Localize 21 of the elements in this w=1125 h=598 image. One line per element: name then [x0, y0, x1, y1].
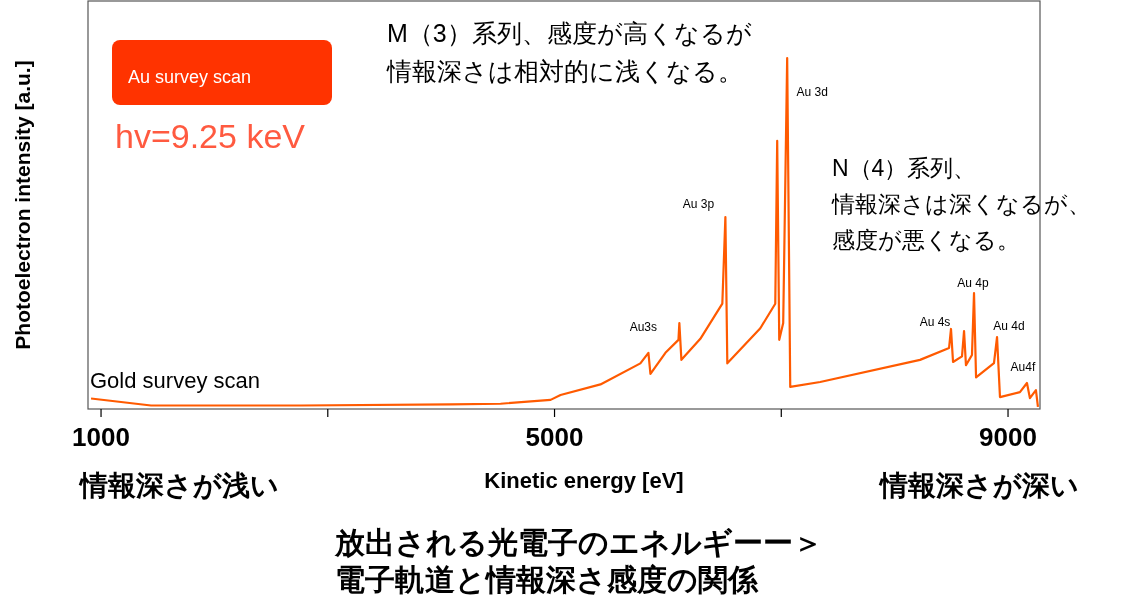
annotation: Gold survey scan	[90, 368, 260, 393]
text: 情報深さが深い	[878, 470, 1079, 501]
annotation: Au 4d	[993, 319, 1025, 334]
annotation: Au survey scan	[128, 67, 252, 87]
text: 情報深さが浅い	[78, 470, 279, 501]
x-tick-label: 1000	[72, 422, 130, 452]
x-axis-title: Kinetic energy [eV]	[484, 468, 684, 493]
text: 放出される光電子のエネルギーー＞電子軌道と情報深さ感度の関係	[334, 526, 823, 596]
label-box: Au survey scan	[112, 40, 332, 105]
annotation: Au4f	[1010, 360, 1036, 375]
annotation: N（4）系列、情報深さは深くなるが、感度が悪くなる。	[831, 155, 1091, 253]
annotation: M（3）系列、感度が高くなるが情報深さは相対的に浅くなる。	[386, 19, 752, 85]
x-tick-label: 9000	[979, 422, 1037, 452]
x-tick-label: 5000	[525, 422, 584, 452]
annotation: Au 4s	[919, 314, 951, 329]
annotation: hv=9.25 keV	[115, 117, 306, 155]
annotation: Au 3p	[682, 197, 715, 211]
annotation: Au3s	[629, 320, 658, 335]
annotation: Au 3d	[796, 85, 828, 99]
y-axis-title: Photoelectron intensity [a.u.]	[11, 60, 34, 350]
annotation: Au 4p	[957, 276, 990, 291]
